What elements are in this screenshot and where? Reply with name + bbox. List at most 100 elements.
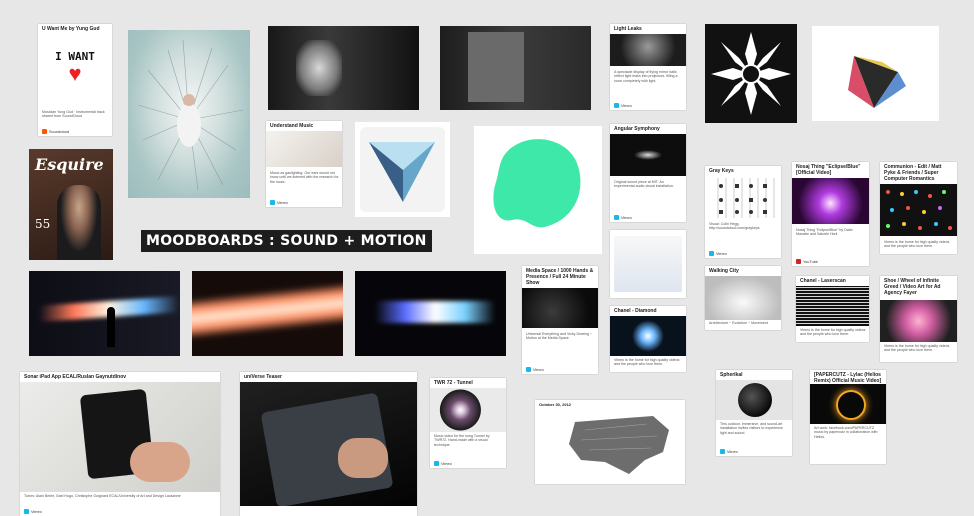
angular-light xyxy=(634,150,662,160)
pin-light-streaks-1[interactable] xyxy=(29,271,180,356)
pin-title: Media Space / 1000 Hands & Presence / Fu… xyxy=(526,268,594,286)
particle-grid-icon xyxy=(886,190,952,230)
pin-title: Angular Symphony xyxy=(614,126,660,132)
pin-title: Communion - Edit / Matt Pyke & Friends /… xyxy=(884,164,942,182)
pin-description: Vimeo is the home for high quality video… xyxy=(614,358,680,367)
pin-title: October 30, 2012 xyxy=(539,402,572,407)
pin-description: A spectacle display of flying mirror bal… xyxy=(614,70,678,83)
pin-gray-keys[interactable]: Gray Keys Visual: Colin Hegg. http://sou… xyxy=(705,166,781,258)
us-map-icon xyxy=(569,416,669,474)
pin-source[interactable]: Vimeo xyxy=(614,215,632,220)
pin-description: Vimeo is the home for high quality video… xyxy=(884,344,950,353)
pin-sonar-ipad[interactable]: Sonar iPad App ECAL/Ruslan Gaynutdinov T… xyxy=(20,372,220,516)
pin-nosaj-thing[interactable]: Nosaj Thing "Eclipse/Blue" [Official Vid… xyxy=(792,162,869,266)
pin-description: Vimeo is the home for high quality video… xyxy=(884,240,950,249)
vimeo-icon xyxy=(614,103,619,108)
pin-shoe-wheel[interactable]: Shoe / Wheel of Infinite Greed / Video A… xyxy=(880,276,957,362)
pin-chanel-laserscan[interactable]: Chanel - Laserscan Vimeo is the home for… xyxy=(796,276,869,342)
sphere-thumb xyxy=(716,380,792,420)
mint-blob-icon xyxy=(493,139,581,228)
pin-title: Shoe / Wheel of Infinite Greed / Video A… xyxy=(884,278,941,296)
pin-description: Musician Yung Gud · instrumental track s… xyxy=(42,110,105,119)
papercutz-thumb xyxy=(810,384,886,424)
pin-light-streaks-3[interactable] xyxy=(355,271,506,356)
pin-source[interactable]: Vimeo xyxy=(270,200,288,205)
pin-media-space[interactable]: Media Space / 1000 Hands & Presence / Fu… xyxy=(522,266,598,374)
pin-chanel-diamond[interactable]: Chanel - Diamond Vimeo is the home for h… xyxy=(610,306,686,372)
pin-title: Nosaj Thing "Eclipse/Blue" [Official Vid… xyxy=(796,164,861,176)
angular-thumb xyxy=(610,134,686,176)
splash-figure-icon xyxy=(137,39,244,191)
pin-source[interactable]: Soundcloud xyxy=(42,129,69,134)
silhouette xyxy=(107,307,115,347)
pin-kaleidoscope-pattern[interactable] xyxy=(705,24,797,123)
pin-universe-teaser[interactable]: uniVerse Teaser xyxy=(240,372,417,516)
pin-mint-blob[interactable] xyxy=(474,126,602,254)
pin-walking-city[interactable]: Walking City Architecture ~ Evolution ~ … xyxy=(705,266,781,330)
universe-thumb xyxy=(240,382,417,506)
pin-source[interactable]: Vimeo xyxy=(720,449,738,454)
low-poly-shape-icon xyxy=(848,56,906,108)
pin-description: Visual: Colin Hegg. http://soundcloud.co… xyxy=(709,222,760,231)
pin-papercutz[interactable]: [PAPERCUTZ - Lylac (Helios Remix) Offici… xyxy=(810,370,886,464)
sonar-thumb xyxy=(20,382,220,492)
kaleidoscope-icon xyxy=(705,24,797,123)
pin-title: Spherikal xyxy=(720,372,743,378)
sphere-shape xyxy=(738,383,772,417)
projection-glow xyxy=(296,40,342,96)
vimeo-icon xyxy=(24,509,29,514)
pin-description: Architecture ~ Evolution ~ Movement xyxy=(709,321,768,325)
pin-title: TWR 72 - Tunnel xyxy=(434,380,473,386)
pin-understand-music[interactable]: Understand Music Music as gaslighting. O… xyxy=(266,121,342,207)
pin-source[interactable]: Vimeo xyxy=(709,251,727,256)
i-want-text: I WANT xyxy=(55,50,95,63)
pin-title: Chanel - Diamond xyxy=(614,308,657,314)
pin-yung-gud[interactable]: U Want Me by Yung Gud I WANT ♥ Musician … xyxy=(38,24,112,136)
pin-light-leaks[interactable]: Light Leaks A spectacle display of flyin… xyxy=(610,24,686,110)
screenshot-thumb xyxy=(614,236,682,292)
tunnel-thumb xyxy=(430,388,506,432)
pin-screenshot[interactable] xyxy=(610,230,686,298)
pin-source[interactable]: Vimeo xyxy=(434,461,452,466)
pin-source[interactable]: YouTube xyxy=(796,259,818,264)
pin-prism-logo[interactable] xyxy=(355,122,450,217)
i-want-art: I WANT ♥ xyxy=(38,36,112,106)
key-glyphs-icon xyxy=(719,184,767,214)
pin-title: Light Leaks xyxy=(614,26,642,32)
heart-icon: ♥ xyxy=(68,61,82,86)
pin-title: Understand Music xyxy=(270,123,314,129)
pin-description: Universal Everything and Vicky Dearing ~… xyxy=(526,332,593,341)
pin-title: U Want Me by Yung Gud xyxy=(42,26,100,32)
vimeo-icon xyxy=(614,215,619,220)
vimeo-icon xyxy=(434,461,439,466)
pin-source[interactable]: Vimeo xyxy=(24,509,42,514)
projected-text-block xyxy=(468,32,524,102)
shoe-thumb xyxy=(880,300,957,342)
gray-keys-thumb xyxy=(711,178,775,218)
pin-sculpture-figure[interactable] xyxy=(128,30,250,198)
pin-communion[interactable]: Communion - Edit / Matt Pyke & Friends /… xyxy=(880,162,957,254)
communion-thumb xyxy=(880,184,957,236)
pin-title: Gray Keys xyxy=(709,168,734,174)
pin-spherikal[interactable]: Spherikal This outdoor, immersive, and s… xyxy=(716,370,792,456)
pin-source[interactable]: Vimeo xyxy=(526,367,544,372)
pin-esquire-cover[interactable]: Esquire 55 xyxy=(29,149,113,260)
streak-glow xyxy=(375,301,495,323)
pin-angular-symphony[interactable]: Angular Symphony Original sound piece at… xyxy=(610,124,686,222)
vimeo-icon xyxy=(526,367,531,372)
pin-low-poly-shape[interactable] xyxy=(812,26,939,121)
pin-source[interactable]: Vimeo xyxy=(614,103,632,108)
pin-us-map[interactable]: October 30, 2012 xyxy=(535,400,685,484)
pin-twr-tunnel[interactable]: TWR 72 - Tunnel Music video for the song… xyxy=(430,378,506,468)
pin-description: Art work: facebook.com/PAPERCUTZ music b… xyxy=(814,426,878,439)
cover-issue-number: 55 xyxy=(35,217,51,231)
pin-title: [PAPERCUTZ - Lylac (Helios Remix) Offici… xyxy=(814,372,882,384)
prism-triangle-icon xyxy=(360,127,445,212)
pin-blow-text-projection[interactable] xyxy=(440,26,591,110)
pin-light-streaks-2[interactable] xyxy=(192,271,343,356)
glow-ring xyxy=(836,390,866,420)
vimeo-icon xyxy=(720,449,725,454)
nosaj-thumb xyxy=(792,178,869,224)
vimeo-icon xyxy=(709,251,714,256)
pin-dark-projection[interactable] xyxy=(268,26,419,110)
